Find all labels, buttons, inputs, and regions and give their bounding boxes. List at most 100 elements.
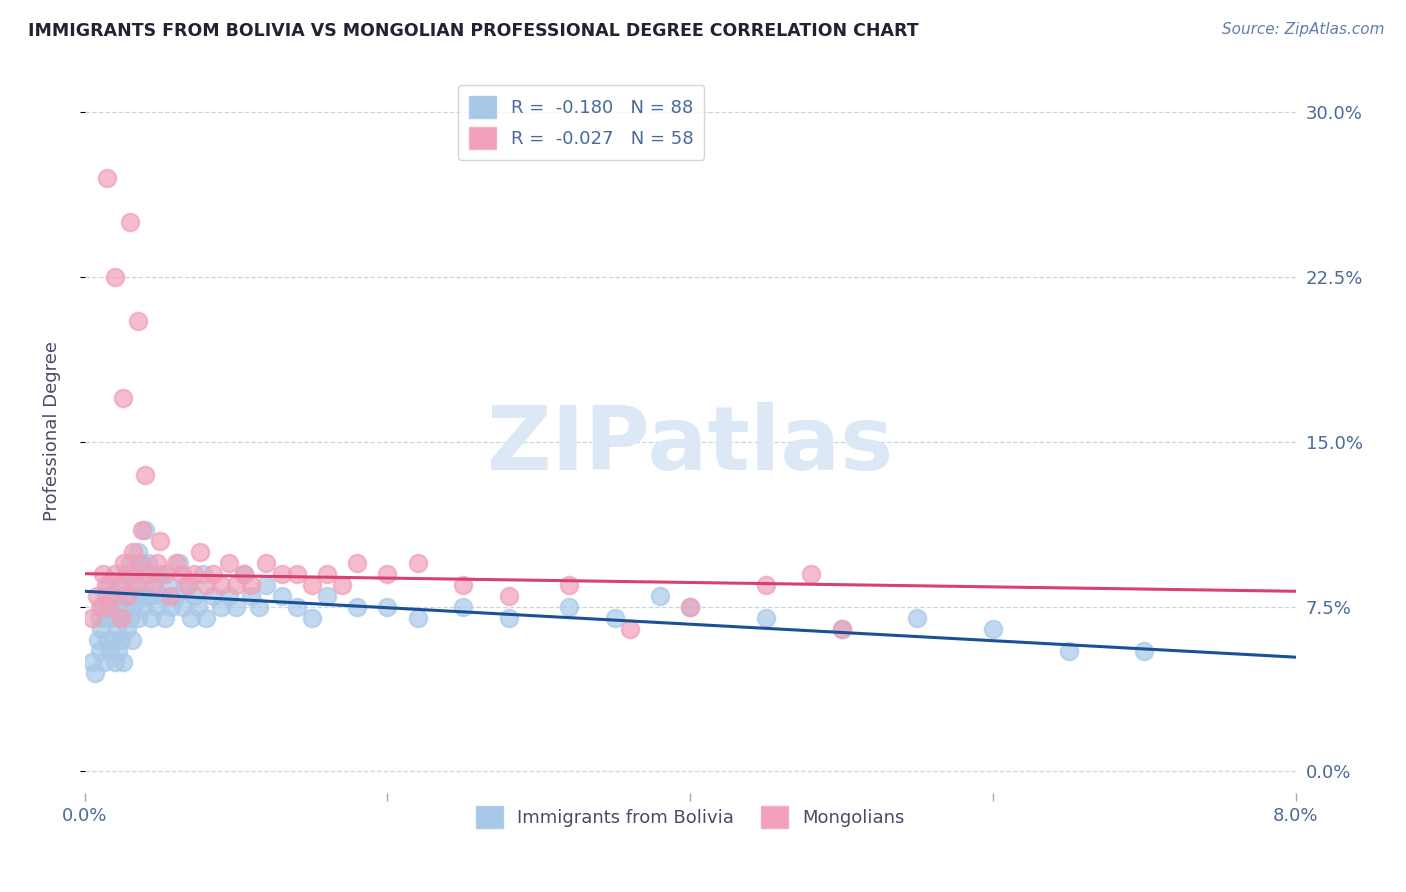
Point	[346, 599, 368, 614]
Point	[165, 589, 187, 603]
Point	[270, 589, 292, 603]
Point	[377, 599, 399, 614]
Point	[270, 566, 292, 581]
Point	[143, 577, 166, 591]
Point	[110, 610, 132, 624]
Point	[121, 632, 143, 647]
Point	[172, 599, 194, 614]
Point	[91, 566, 114, 581]
Point	[114, 566, 136, 581]
Point	[120, 566, 142, 581]
Point	[191, 566, 214, 581]
Point	[156, 577, 179, 591]
Point	[104, 655, 127, 669]
Point	[127, 314, 149, 328]
Point	[603, 610, 626, 624]
Point	[176, 577, 198, 591]
Point	[127, 610, 149, 624]
Point	[755, 610, 778, 624]
Point	[82, 610, 104, 624]
Point	[82, 655, 104, 669]
Point	[498, 610, 520, 624]
Point	[377, 566, 399, 581]
Point	[105, 622, 128, 636]
Point	[128, 589, 150, 603]
Point	[112, 599, 135, 614]
Point	[330, 577, 353, 591]
Point	[232, 566, 254, 581]
Point	[91, 599, 114, 614]
Point	[498, 589, 520, 603]
Point	[301, 577, 323, 591]
Point	[134, 589, 156, 603]
Point	[831, 622, 853, 636]
Point	[96, 171, 118, 186]
Point	[117, 589, 139, 603]
Point	[149, 533, 172, 548]
Point	[153, 566, 176, 581]
Point	[136, 566, 159, 581]
Point	[406, 610, 429, 624]
Point	[107, 589, 129, 603]
Point	[225, 599, 247, 614]
Point	[94, 577, 117, 591]
Point	[134, 467, 156, 482]
Point	[905, 610, 928, 624]
Point	[183, 566, 205, 581]
Point	[90, 622, 112, 636]
Text: Source: ZipAtlas.com: Source: ZipAtlas.com	[1222, 22, 1385, 37]
Point	[240, 589, 263, 603]
Point	[232, 566, 254, 581]
Point	[159, 589, 181, 603]
Point	[316, 566, 339, 581]
Point	[160, 599, 183, 614]
Point	[107, 643, 129, 657]
Point	[125, 577, 148, 591]
Point	[97, 599, 120, 614]
Point	[679, 599, 702, 614]
Point	[122, 599, 145, 614]
Point	[183, 589, 205, 603]
Point	[679, 599, 702, 614]
Point	[96, 610, 118, 624]
Point	[170, 566, 193, 581]
Point	[100, 643, 122, 657]
Y-axis label: Professional Degree: Professional Degree	[44, 341, 60, 521]
Point	[202, 566, 225, 581]
Point	[131, 523, 153, 537]
Point	[86, 589, 108, 603]
Point	[142, 566, 165, 581]
Point	[89, 610, 111, 624]
Point	[111, 655, 134, 669]
Point	[103, 632, 125, 647]
Point	[146, 599, 169, 614]
Point	[89, 643, 111, 657]
Point	[451, 599, 474, 614]
Point	[174, 577, 197, 591]
Point	[648, 589, 671, 603]
Point	[122, 545, 145, 559]
Point	[108, 610, 131, 624]
Point	[128, 556, 150, 570]
Point	[84, 665, 107, 680]
Point	[101, 610, 124, 624]
Point	[831, 622, 853, 636]
Point	[301, 610, 323, 624]
Point	[451, 577, 474, 591]
Point	[142, 577, 165, 591]
Point	[152, 589, 174, 603]
Point	[346, 556, 368, 570]
Point	[111, 577, 134, 591]
Point	[141, 610, 163, 624]
Point	[981, 622, 1004, 636]
Point	[111, 391, 134, 405]
Point	[254, 556, 277, 570]
Point	[209, 599, 232, 614]
Point	[202, 589, 225, 603]
Point	[225, 577, 247, 591]
Point	[134, 523, 156, 537]
Point	[139, 589, 162, 603]
Point	[1057, 643, 1080, 657]
Point	[194, 610, 217, 624]
Point	[194, 577, 217, 591]
